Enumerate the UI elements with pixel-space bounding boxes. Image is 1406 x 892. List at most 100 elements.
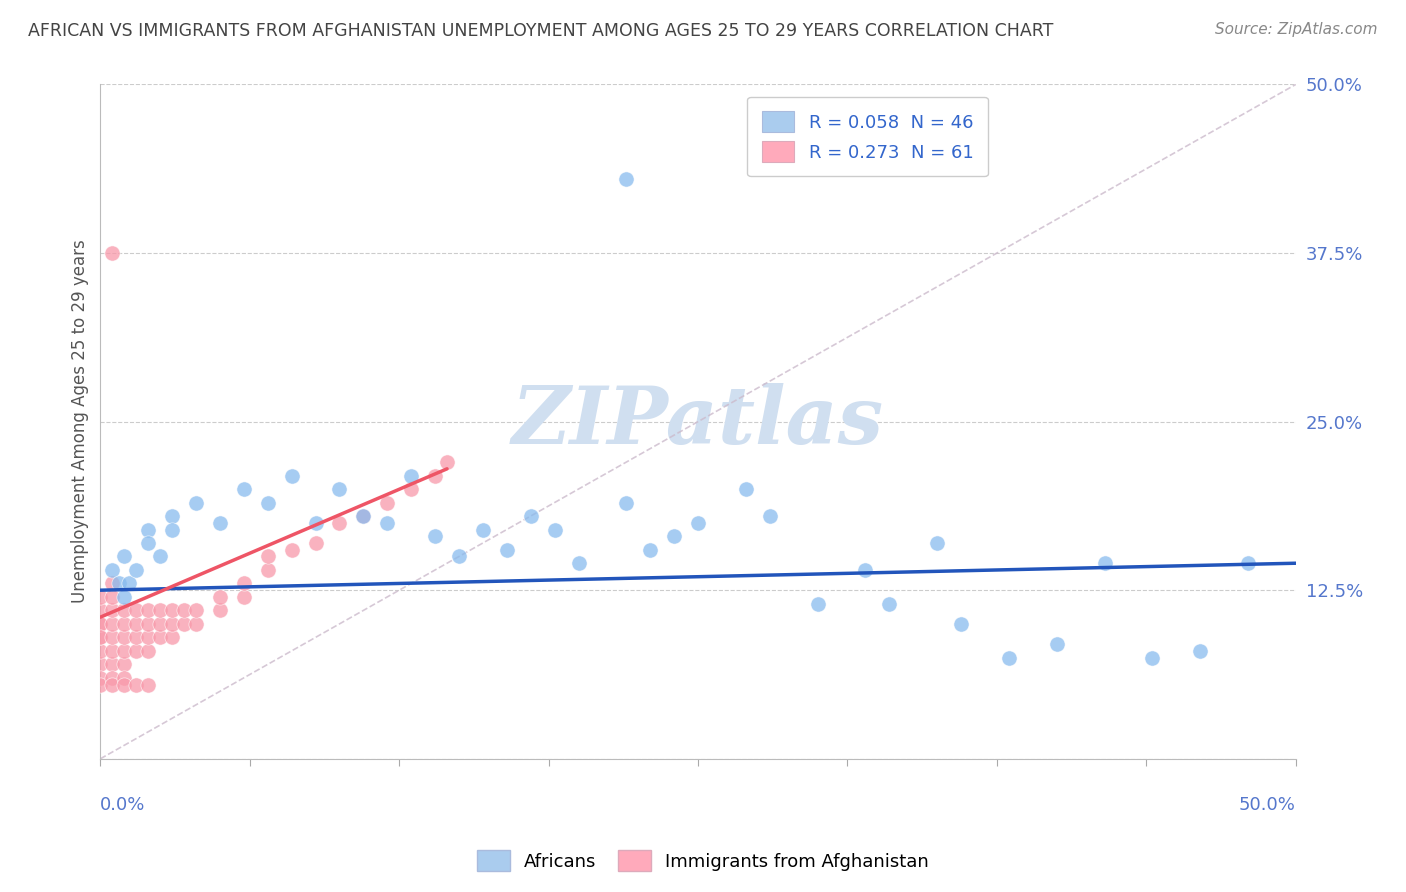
Point — [89, 590, 111, 604]
Point — [328, 482, 350, 496]
Point — [101, 246, 124, 260]
Point — [136, 644, 159, 658]
Point — [89, 671, 111, 685]
Point — [208, 590, 231, 604]
Point — [89, 616, 111, 631]
Point — [686, 516, 709, 530]
Point — [101, 603, 124, 617]
Point — [112, 616, 135, 631]
Point — [136, 603, 159, 617]
Point — [1142, 650, 1164, 665]
Text: ZIPatlas: ZIPatlas — [512, 383, 884, 460]
Point — [280, 468, 302, 483]
Point — [89, 657, 111, 672]
Point — [399, 468, 422, 483]
Point — [375, 516, 398, 530]
Point — [256, 549, 278, 564]
Point — [352, 508, 374, 523]
Point — [89, 631, 111, 645]
Point — [423, 529, 446, 543]
Point — [1094, 556, 1116, 570]
Point — [149, 603, 172, 617]
Point — [304, 516, 326, 530]
Point — [256, 495, 278, 509]
Point — [998, 650, 1021, 665]
Point — [149, 549, 172, 564]
Point — [735, 482, 758, 496]
Point — [101, 644, 124, 658]
Point — [149, 631, 172, 645]
Point — [89, 631, 111, 645]
Point — [149, 616, 172, 631]
Point — [118, 576, 141, 591]
Point — [101, 616, 124, 631]
Point — [112, 631, 135, 645]
Point — [112, 603, 135, 617]
Point — [173, 603, 195, 617]
Point — [614, 172, 637, 186]
Point — [136, 677, 159, 691]
Text: 0.0%: 0.0% — [100, 796, 146, 814]
Point — [89, 677, 111, 691]
Point — [352, 508, 374, 523]
Point — [112, 644, 135, 658]
Point — [879, 597, 901, 611]
Point — [328, 516, 350, 530]
Point — [807, 597, 830, 611]
Point — [927, 536, 949, 550]
Text: Source: ZipAtlas.com: Source: ZipAtlas.com — [1215, 22, 1378, 37]
Point — [112, 549, 135, 564]
Point — [208, 516, 231, 530]
Point — [280, 542, 302, 557]
Point — [108, 576, 131, 591]
Point — [160, 508, 183, 523]
Point — [304, 536, 326, 550]
Point — [160, 631, 183, 645]
Point — [125, 677, 148, 691]
Point — [101, 563, 124, 577]
Point — [184, 495, 207, 509]
Point — [208, 603, 231, 617]
Point — [101, 657, 124, 672]
Point — [232, 576, 254, 591]
Point — [101, 677, 124, 691]
Point — [112, 590, 135, 604]
Point — [232, 482, 254, 496]
Point — [160, 603, 183, 617]
Point — [125, 644, 148, 658]
Point — [184, 603, 207, 617]
Point — [101, 631, 124, 645]
Point — [136, 616, 159, 631]
Point — [125, 563, 148, 577]
Point — [662, 529, 685, 543]
Point — [89, 616, 111, 631]
Text: 50.0%: 50.0% — [1239, 796, 1296, 814]
Legend: Africans, Immigrants from Afghanistan: Africans, Immigrants from Afghanistan — [470, 843, 936, 879]
Point — [89, 603, 111, 617]
Point — [125, 616, 148, 631]
Point — [112, 657, 135, 672]
Point — [136, 631, 159, 645]
Point — [173, 616, 195, 631]
Point — [184, 616, 207, 631]
Point — [567, 556, 589, 570]
Point — [125, 631, 148, 645]
Point — [112, 671, 135, 685]
Point — [855, 563, 877, 577]
Point — [543, 523, 565, 537]
Point — [447, 549, 470, 564]
Point — [89, 644, 111, 658]
Legend: R = 0.058  N = 46, R = 0.273  N = 61: R = 0.058 N = 46, R = 0.273 N = 61 — [748, 97, 988, 177]
Point — [101, 671, 124, 685]
Point — [471, 523, 494, 537]
Point — [950, 616, 973, 631]
Point — [614, 495, 637, 509]
Point — [256, 563, 278, 577]
Y-axis label: Unemployment Among Ages 25 to 29 years: Unemployment Among Ages 25 to 29 years — [72, 240, 89, 604]
Point — [112, 677, 135, 691]
Point — [160, 616, 183, 631]
Point — [423, 468, 446, 483]
Point — [495, 542, 517, 557]
Point — [375, 495, 398, 509]
Point — [160, 523, 183, 537]
